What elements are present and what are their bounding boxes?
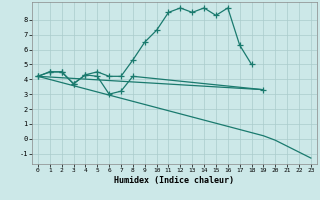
X-axis label: Humidex (Indice chaleur): Humidex (Indice chaleur) — [115, 176, 234, 185]
